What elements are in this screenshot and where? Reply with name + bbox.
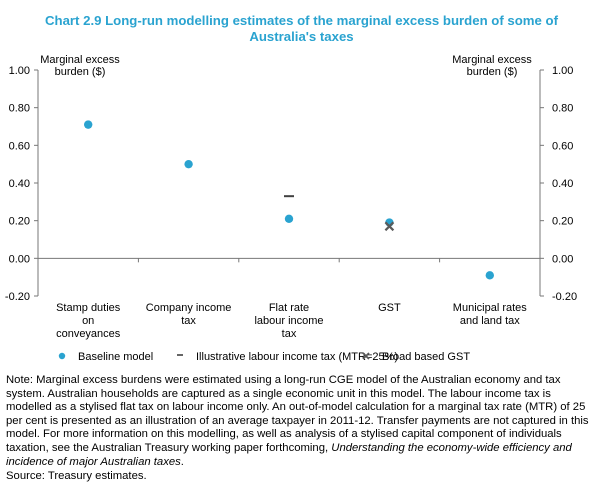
x-tick-label: tax [181,315,196,327]
note-italic-title: Understanding the economy-wide efficienc… [6,441,572,468]
y-tick-label-right: 0.80 [552,103,573,115]
baseline-model-point [284,214,294,223]
x-tick-label: tax [282,328,297,340]
y-axis-title-right: Marginal excess [452,54,532,66]
legend-label: Illustrative labour income tax (MTR=25%) [196,351,398,363]
y-tick-label-right: 1.00 [552,65,573,77]
chart-title-line-1: Chart 2.9 Long-run modelling estimates o… [45,13,558,28]
y-axis-title-right: burden ($) [467,66,518,78]
x-tick-label: GST [378,302,401,314]
x-tick-label: labour income [254,315,323,327]
legend-marker-circle [58,352,66,360]
chart-note: Note: Marginal excess burdens were estim… [6,374,598,469]
chart-title: Chart 2.9 Long-run modelling estimates o… [0,13,603,45]
y-tick-label-right: 0.00 [552,253,573,265]
baseline-model-point [84,120,93,129]
note-text-end: . [180,455,184,468]
x-tick-label: and land tax [460,315,520,327]
x-tick-label: on [82,315,94,327]
broad-based-gst-point [384,221,395,232]
x-tick-label: Municipal rates [453,302,527,314]
chart-area: 1.00 1.00 0.80 0.80 0.60 0.60 0.40 0.40 0.20 0.20… [5,54,577,363]
baseline-model-point [184,159,193,169]
y-axis-title-left: Marginal excess [40,54,120,66]
x-tick-label: Flat rate [269,302,309,314]
y-tick-label-right: -0.20 [552,291,577,303]
y-tick-label-right: 0.60 [552,140,573,152]
y-tick-label-left: 0.40 [9,178,30,190]
y-tick-label-left: -0.20 [5,291,30,303]
y-tick-label-right: 0.20 [552,216,573,228]
y-axis-title-left: burden ($) [55,66,106,78]
legend-label: Baseline model [78,351,153,363]
chart-source: Source: Treasury estimates. [6,470,147,482]
y-tick-label-left: 0.60 [9,140,30,152]
x-tick-label: Company income [146,302,232,314]
legend-marker-x [362,352,370,360]
x-tick-label: conveyances [56,328,121,340]
y-tick-label-left: 1.00 [9,65,30,77]
chart-title-line-2: Australia's taxes [249,29,354,44]
y-tick-label-left: 0.80 [9,103,30,115]
y-tick-label-left: 0.00 [9,253,30,265]
baseline-model-point [485,271,494,280]
note-text: Note: Marginal excess burdens were estim… [6,374,589,454]
x-tick-label: Stamp duties [56,302,121,314]
y-tick-label-right: 0.40 [552,178,573,190]
y-tick-label-left: 0.20 [9,216,30,228]
legend-label: Broad based GST [382,351,470,363]
